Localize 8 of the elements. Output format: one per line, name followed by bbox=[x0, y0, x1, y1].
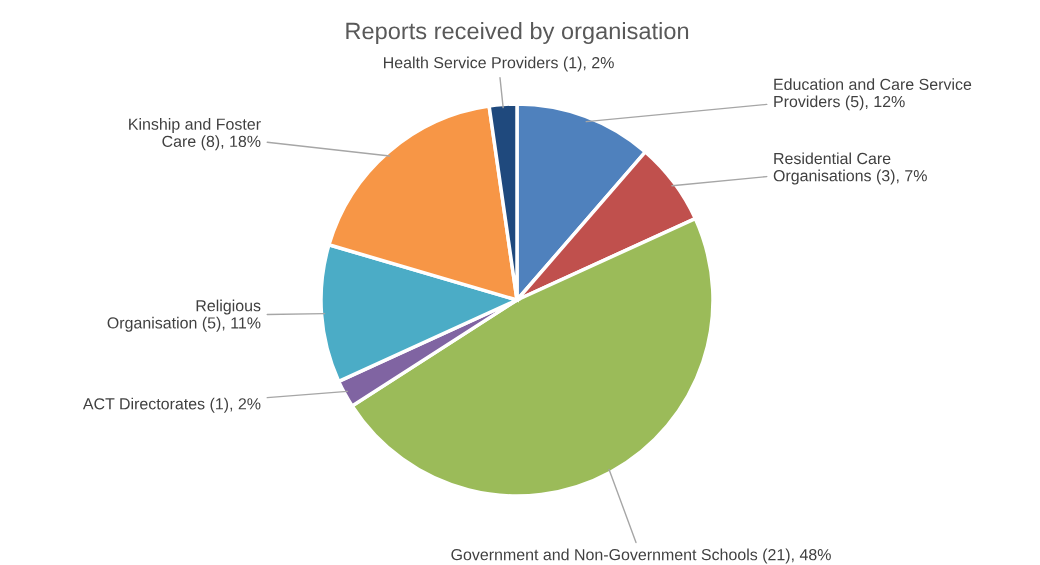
slice-label: Residential Care Organisations (3), 7% bbox=[773, 152, 927, 185]
slice-label: Kinship and Foster Care (8), 18% bbox=[129, 118, 261, 151]
slice-label: Religious Organisation (5), 11% bbox=[107, 299, 261, 332]
slice-label: Education and Care Service Providers (5), 12% bbox=[774, 78, 972, 111]
chart-title: Reports received by organisation bbox=[346, 22, 689, 44]
slice-label: Health Service Providers (1), 2% bbox=[384, 56, 614, 72]
slice-label: ACT Directorates (1), 2% bbox=[82, 397, 261, 413]
slice-label: Government and Non-Government Schools (21), 48% bbox=[451, 548, 831, 564]
